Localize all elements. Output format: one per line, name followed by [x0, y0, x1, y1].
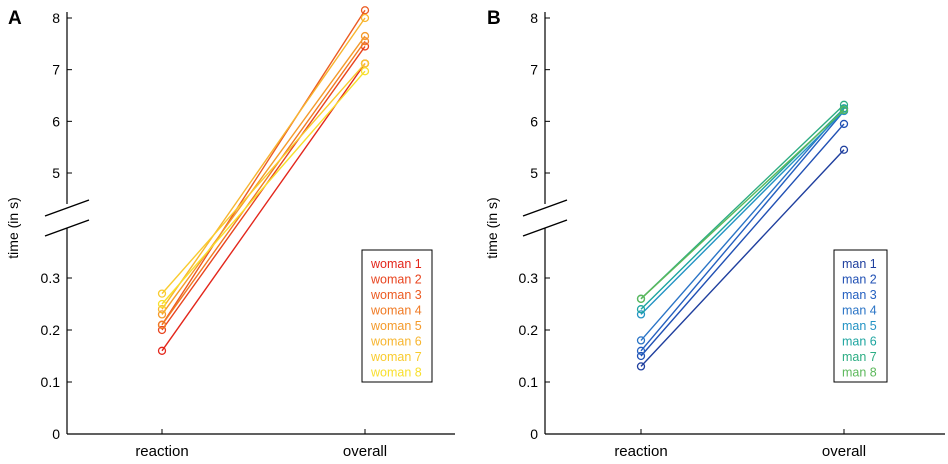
y-tick-label: 7: [52, 62, 60, 78]
legend-entry: woman 5: [370, 319, 422, 333]
legend-entry: man 4: [842, 304, 877, 318]
legend-entry: woman 4: [370, 304, 422, 318]
data-point: [636, 305, 646, 314]
y-tick-label: 0: [52, 426, 60, 442]
y-tick-label: 0.1: [519, 374, 539, 390]
legend-entry: woman 1: [370, 257, 422, 271]
y-tick-label: 0.1: [41, 374, 61, 390]
legend-entry: woman 2: [370, 273, 422, 287]
x-tick-label: overall: [343, 443, 387, 460]
data-point: [157, 325, 167, 335]
series-line: [640, 110, 845, 315]
data-point: [636, 294, 646, 303]
series-line: [161, 35, 366, 315]
y-tick-label: 6: [530, 113, 538, 129]
y-axis-label: time (in s): [484, 197, 500, 258]
data-point: [360, 6, 370, 15]
data-point: [157, 305, 167, 314]
data-point: [636, 310, 646, 319]
y-tick-label: 0.2: [41, 322, 61, 338]
y-tick-label: 0.2: [519, 322, 539, 338]
y-tick-label: 0.3: [41, 270, 61, 286]
series-line: [161, 9, 366, 326]
legend-entry: man 5: [842, 319, 877, 333]
x-tick-label: reaction: [135, 443, 188, 460]
axis-break-mark: [522, 219, 568, 237]
panel-label: B: [487, 8, 501, 29]
data-point: [360, 13, 370, 23]
data-point: [839, 145, 849, 154]
legend-entry: woman 3: [370, 288, 422, 302]
series-line: [161, 70, 366, 305]
y-axis-label: time (in s): [5, 197, 21, 258]
series-line: [161, 63, 366, 352]
series-line: [640, 109, 845, 300]
y-tick-label: 7: [530, 62, 538, 78]
data-point: [839, 119, 849, 129]
data-point: [636, 336, 646, 345]
series-line: [161, 63, 366, 295]
y-tick-label: 0: [530, 426, 538, 442]
legend-entry: woman 7: [370, 350, 422, 364]
legend-entry: woman 8: [370, 366, 422, 380]
data-point: [157, 310, 167, 319]
y-tick-label: 8: [52, 10, 60, 26]
data-point: [157, 299, 167, 309]
y-tick-label: 5: [530, 165, 538, 181]
data-point: [157, 346, 167, 355]
legend-entry: woman 6: [370, 335, 422, 349]
legend-entry: man 2: [842, 273, 877, 287]
y-tick-label: 0.3: [519, 270, 539, 286]
data-point: [636, 362, 646, 371]
data-point: [157, 289, 167, 298]
x-tick-label: reaction: [614, 443, 667, 460]
y-tick-label: 6: [52, 113, 60, 129]
axis-break-mark: [44, 219, 90, 237]
legend-box: [361, 249, 433, 383]
data-point: [839, 105, 849, 115]
series-line: [640, 149, 845, 367]
legend-entry: man 6: [842, 335, 877, 349]
x-tick-label: overall: [822, 443, 866, 460]
panel-label: A: [8, 8, 22, 29]
series-line: [161, 17, 366, 310]
series-line: [640, 123, 845, 357]
legend-entry: man 1: [842, 257, 877, 271]
series-line: [640, 110, 845, 352]
legend-entry: man 8: [842, 366, 877, 380]
legend-entry: man 3: [842, 288, 877, 302]
axis-break-mark: [522, 199, 568, 217]
y-tick-label: 5: [52, 165, 60, 181]
axis-break-mark: [44, 199, 90, 217]
series-line: [640, 107, 845, 341]
data-point: [157, 320, 167, 329]
y-tick-label: 8: [530, 10, 538, 26]
data-point: [360, 31, 370, 41]
series-line: [161, 40, 366, 326]
data-point: [636, 351, 646, 361]
legend-box: [833, 249, 888, 383]
data-point: [360, 67, 370, 76]
data-point: [636, 346, 646, 355]
data-point: [839, 100, 849, 109]
data-point: [360, 59, 370, 68]
legend-entry: man 7: [842, 350, 877, 364]
